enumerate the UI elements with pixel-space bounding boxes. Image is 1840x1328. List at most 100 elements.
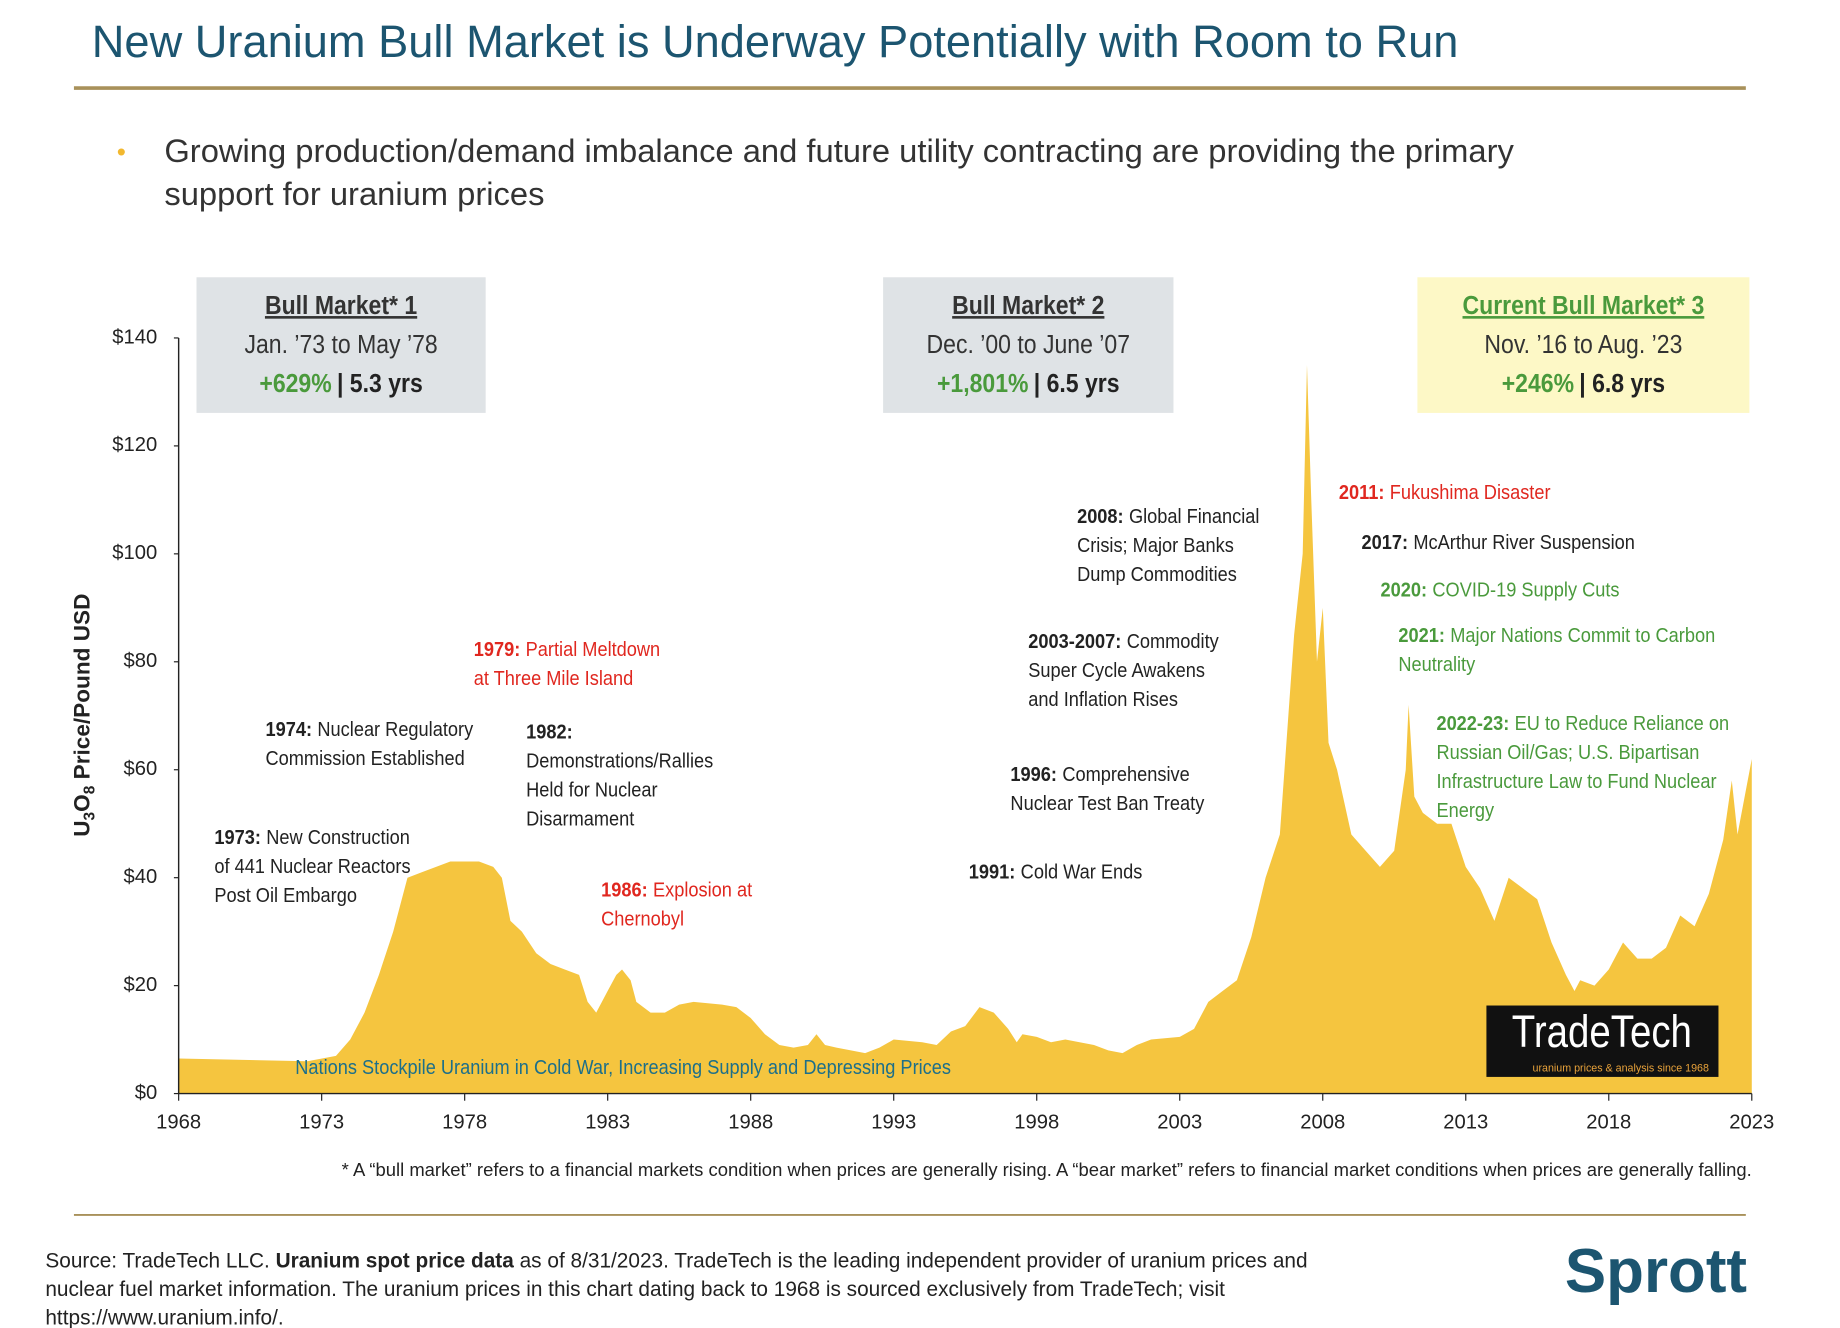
annotation-line: Commission Established xyxy=(266,748,465,770)
x-tick-label: 1993 xyxy=(871,1112,916,1134)
source-segment: Uranium spot price data xyxy=(276,1249,515,1272)
x-tick-label: 2008 xyxy=(1300,1112,1345,1134)
y-axis-label-part: O xyxy=(69,794,94,812)
annotation-line: 1986: Explosion at xyxy=(601,880,753,902)
annotation-line: Nuclear Test Ban Treaty xyxy=(1010,793,1204,815)
annotation-text: and Inflation Rises xyxy=(1028,689,1178,711)
annotation-text: Global Financial xyxy=(1129,506,1259,528)
annotation-line: 1974: Nuclear Regulatory xyxy=(266,719,474,741)
bull-box xyxy=(883,277,1174,413)
annotation-text: McArthur River Suspension xyxy=(1413,532,1634,554)
bull-box-period: Jan. ’73 to May ’78 xyxy=(244,331,437,360)
annotation-text: Super Cycle Awakens xyxy=(1028,660,1205,682)
annotation-line: and Inflation Rises xyxy=(1028,689,1178,711)
annotation-label: 2021: xyxy=(1398,625,1445,647)
annotation-line: Dump Commodities xyxy=(1077,564,1237,586)
annotation-label: 1986: xyxy=(601,880,648,902)
source-segment: nuclear fuel market information. The ura… xyxy=(45,1277,1225,1300)
x-tick-label: 2003 xyxy=(1157,1112,1202,1134)
bull-box-duration: | 6.8 yrs xyxy=(1579,369,1665,398)
y-tick-label: $20 xyxy=(123,974,157,996)
annotation-label: 2022-23: xyxy=(1436,713,1509,735)
y-tick-label: $40 xyxy=(123,866,157,888)
y-tick-label: $120 xyxy=(112,434,157,456)
annotation-line: of 441 Nuclear Reactors xyxy=(214,856,410,878)
annotation-line: Held for Nuclear xyxy=(526,780,658,802)
annotation-text: Commodity xyxy=(1127,631,1219,653)
annotation-line: 2020: COVID-19 Supply Cuts xyxy=(1381,580,1620,602)
annotation-text: Crisis; Major Banks xyxy=(1077,535,1234,557)
y-tick-label: $0 xyxy=(135,1082,158,1104)
x-tick-label: 1998 xyxy=(1014,1112,1059,1134)
bull-box xyxy=(1417,277,1750,413)
annotation-label: 2011: xyxy=(1339,482,1385,504)
annotation-text: of 441 Nuclear Reactors xyxy=(214,856,410,878)
y-axis-label-part: 8 xyxy=(82,785,99,794)
annotation-label: 2003-2007: xyxy=(1028,631,1121,653)
x-tick-label: 1983 xyxy=(585,1112,630,1134)
y-tick-label: $140 xyxy=(112,326,157,348)
bull-box-gain: +629% xyxy=(259,369,331,398)
annotation-label: 1982: xyxy=(526,722,573,744)
y-tick-label: $60 xyxy=(123,758,157,780)
bull-box-period: Nov. ’16 to Aug. ’23 xyxy=(1484,331,1682,360)
annotation-text: COVID-19 Supply Cuts xyxy=(1432,580,1619,602)
x-tick-label: 2023 xyxy=(1729,1112,1774,1134)
x-tick-label: 1988 xyxy=(728,1112,773,1134)
annotation-text: Major Nations Commit to Carbon xyxy=(1450,625,1715,647)
source-line: nuclear fuel market information. The ura… xyxy=(45,1277,1225,1300)
annotation-line: Energy xyxy=(1436,800,1494,822)
annotation-label: 2017: xyxy=(1361,532,1408,554)
annotation-label: 1974: xyxy=(266,719,313,741)
bull-box-title: Bull Market* 2 xyxy=(952,292,1104,321)
annotation-line: Super Cycle Awakens xyxy=(1028,660,1205,682)
source-segment: as of 8/31/2023. TradeTech is the leadin… xyxy=(514,1249,1308,1272)
bull-box-gain: +246% xyxy=(1502,369,1574,398)
annotation-line: 1973: New Construction xyxy=(214,827,410,849)
annotation-label: 1979: xyxy=(474,639,521,661)
annotation-text: Russian Oil/Gas; U.S. Bipartisan xyxy=(1436,742,1699,764)
annotation-line: 2017: McArthur River Suspension xyxy=(1361,532,1634,554)
y-axis-label-part: Price/Pound USD xyxy=(69,594,94,786)
annotation-line: Chernobyl xyxy=(601,909,684,931)
tradetech-logo-tagline: uranium prices & analysis since 1968 xyxy=(1533,1062,1709,1074)
annotation-text: Cold War Ends xyxy=(1021,862,1143,884)
bullet-line: Growing production/demand imbalance and … xyxy=(164,132,1514,169)
y-axis-label-part: U xyxy=(69,820,94,836)
bullet-line: support for uranium prices xyxy=(164,175,544,212)
y-axis-label: U3O8 Price/Pound USD xyxy=(69,594,98,837)
annotation-text: Comprehensive xyxy=(1062,764,1189,786)
annotation-text: Dump Commodities xyxy=(1077,564,1237,586)
annotation-label: 1991: xyxy=(969,862,1016,884)
x-tick-label: 1968 xyxy=(156,1112,201,1134)
annotation-text: Nuclear Test Ban Treaty xyxy=(1010,793,1204,815)
annotation-line: 1982: xyxy=(526,722,573,744)
bull-box-stats: +1,801% | 6.5 yrs xyxy=(937,369,1120,398)
annotation-line: Neutrality xyxy=(1398,654,1475,676)
annotation-text: Post Oil Embargo xyxy=(214,886,357,908)
annotation-line: Infrastructure Law to Fund Nuclear xyxy=(1436,771,1717,793)
annotation-text: EU to Reduce Reliance on xyxy=(1515,713,1729,735)
source-line: https://www.uranium.info/. xyxy=(45,1306,283,1328)
annotation-line: Crisis; Major Banks xyxy=(1077,535,1234,557)
bullet-symbol: • xyxy=(117,136,126,166)
annotation-line: 1996: Comprehensive xyxy=(1010,764,1189,786)
annotation-line: Demonstrations/Rallies xyxy=(526,751,713,773)
annotation-text: Disarmament xyxy=(526,809,635,831)
annotation-text: Partial Meltdown xyxy=(526,639,661,661)
x-tick-label: 1978 xyxy=(442,1112,487,1134)
annotation-text: Neutrality xyxy=(1398,654,1475,676)
bull-box-title: Bull Market* 1 xyxy=(265,292,418,321)
annotation-text: Nuclear Regulatory xyxy=(317,719,473,741)
bull-box-stats: +246% | 6.8 yrs xyxy=(1502,369,1665,398)
annotation-label: 2008: xyxy=(1077,506,1124,528)
x-tick-label: 2018 xyxy=(1586,1112,1631,1134)
tradetech-logo-box xyxy=(1486,1005,1719,1077)
y-tick-label: $80 xyxy=(123,650,157,672)
annotation-line: at Three Mile Island xyxy=(474,668,633,690)
bull-box-gain: +1,801% xyxy=(937,369,1029,398)
annotation-line: 2008: Global Financial xyxy=(1077,506,1259,528)
annotation-text: Infrastructure Law to Fund Nuclear xyxy=(1436,771,1717,793)
price-area xyxy=(178,364,1752,1094)
